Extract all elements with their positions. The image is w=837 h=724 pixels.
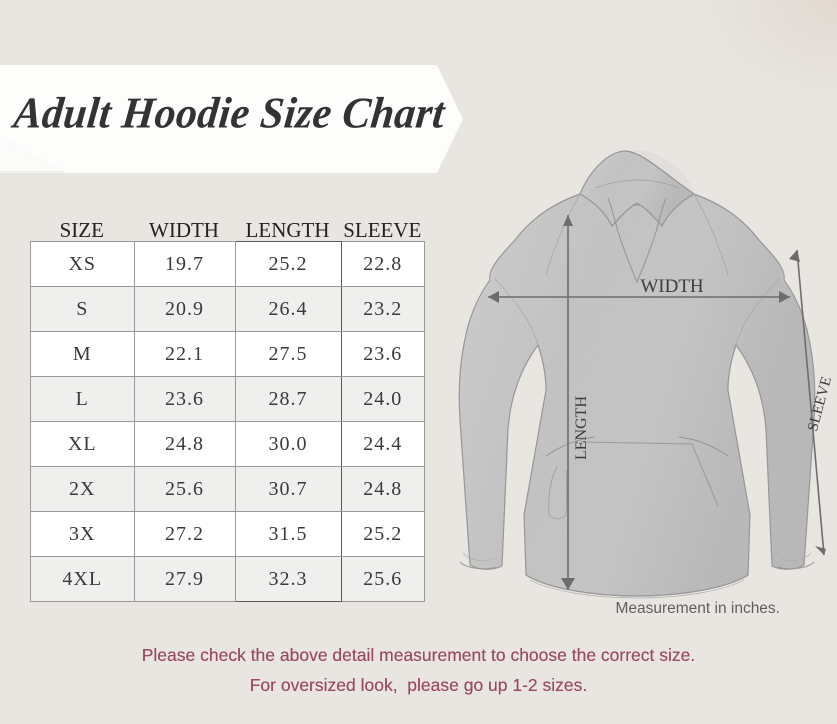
svg-text:LENGTH: LENGTH <box>573 396 590 460</box>
svg-text:WIDTH: WIDTH <box>640 276 704 297</box>
